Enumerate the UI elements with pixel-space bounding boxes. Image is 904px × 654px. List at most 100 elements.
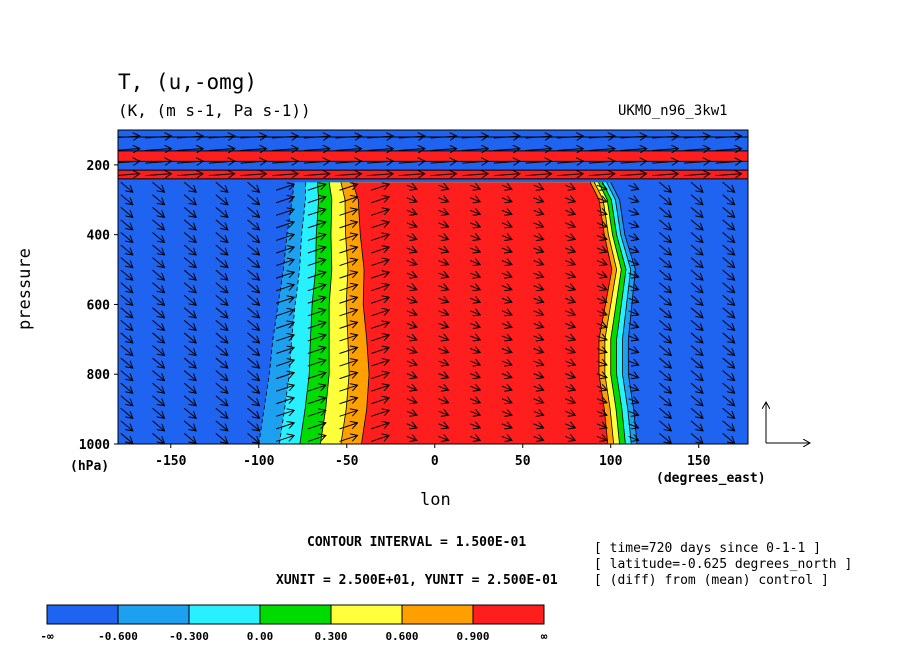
vector-arrow [658, 294, 671, 305]
vector-arrow [596, 286, 607, 290]
x-tick-label: -100 [243, 454, 274, 469]
vector-arrow [438, 198, 449, 202]
vector-arrow [438, 336, 449, 340]
vector-arrow [215, 357, 228, 368]
vector-arrow [152, 382, 164, 393]
vector-arrow [183, 382, 196, 393]
vector-arrow [371, 398, 389, 405]
vector-arrow [183, 357, 196, 368]
vector-arrow [406, 248, 417, 252]
vector-arrow [683, 174, 710, 176]
vector-arrow [722, 357, 735, 368]
vector-arrow [215, 219, 228, 230]
vector-arrow [501, 424, 512, 428]
vector-arrow [690, 420, 703, 431]
vector-arrow [367, 136, 393, 138]
vector-arrow [152, 357, 164, 368]
vector-arrow [272, 161, 298, 163]
vector-arrow [247, 345, 260, 355]
vector-arrow [406, 323, 417, 327]
vector-arrow [307, 260, 326, 267]
vector-arrow [596, 361, 607, 365]
vector-arrow [303, 136, 330, 138]
vector-arrow [120, 395, 133, 406]
colorbar-label-7: ∞ [541, 630, 548, 643]
vector-arrow [120, 294, 133, 305]
vector-arrow [596, 323, 607, 327]
vector-arrow [722, 307, 735, 318]
vector-arrow [690, 382, 703, 393]
vector-arrow [690, 319, 703, 330]
vector-arrow [628, 374, 639, 378]
vector-arrow [501, 273, 512, 277]
vector-arrow [690, 219, 703, 230]
vector-arrow [462, 174, 488, 176]
vector-arrow [533, 273, 544, 277]
vector-arrow [339, 360, 358, 367]
vector-arrow [371, 310, 389, 317]
vector-arrow [533, 286, 544, 290]
vector-arrow [565, 298, 575, 302]
vector-arrow [208, 136, 235, 138]
y-tick-label: 1000 [79, 438, 110, 453]
vector-arrow [588, 161, 615, 163]
vector-arrow [152, 294, 164, 305]
vector-arrow [276, 272, 294, 279]
colorbar-label-6: 0.900 [456, 630, 489, 643]
vector-arrow [406, 235, 417, 239]
vector-arrow [307, 247, 326, 254]
vector-arrow [533, 311, 544, 315]
vector-arrow [525, 136, 552, 138]
contour-line-east-1 [606, 182, 632, 444]
vector-arrow [183, 232, 196, 242]
vector-arrow [620, 174, 647, 176]
vector-arrow [406, 223, 417, 227]
vector-arrow [690, 244, 703, 255]
vector-arrow [247, 407, 260, 418]
vector-arrow [152, 395, 164, 406]
vector-arrow [628, 185, 639, 189]
vector-arrow [596, 424, 607, 428]
vector-arrow [371, 297, 389, 304]
vector-arrow [596, 273, 607, 277]
vector-arrow [183, 219, 196, 230]
vector-arrow [470, 248, 480, 252]
vector-arrow [215, 181, 228, 192]
vector-arrow [406, 386, 417, 390]
vector-arrow [247, 370, 260, 381]
vector-arrow [493, 149, 520, 151]
vector-arrow [533, 298, 544, 302]
vector-arrow [398, 161, 425, 163]
vector-arrow [247, 194, 260, 205]
vector-arrow [339, 373, 358, 380]
vector-arrow [303, 174, 330, 176]
vector-arrow [470, 361, 480, 365]
vector-arrow [596, 261, 607, 265]
vector-arrow [722, 382, 735, 393]
vector-arrow [371, 435, 389, 442]
vector-arrow [722, 395, 735, 406]
vector-arrow [247, 332, 260, 343]
vector-arrow [722, 194, 735, 205]
vector-arrow [177, 174, 203, 176]
vector-arrow [152, 219, 164, 230]
vector-arrow [722, 257, 735, 268]
vector-arrow [533, 336, 544, 340]
vector-arrow [658, 244, 671, 255]
vector-arrow [215, 232, 228, 242]
vector-arrow [339, 322, 358, 329]
vector-arrow [565, 411, 575, 415]
vector-arrow [565, 248, 575, 252]
vector-arrow [683, 149, 710, 151]
vector-arrow [208, 174, 235, 176]
vector-arrow [722, 269, 735, 280]
vector-arrow [493, 174, 520, 176]
vector-arrow [215, 206, 228, 217]
y-tick-label: 600 [87, 298, 111, 313]
colorbar-label-2: -0.300 [169, 630, 209, 643]
vector-arrow [215, 269, 228, 280]
vector-arrow [215, 307, 228, 318]
vector-arrow [715, 136, 742, 138]
vector-arrow [596, 185, 607, 189]
vector-arrow [183, 345, 196, 355]
